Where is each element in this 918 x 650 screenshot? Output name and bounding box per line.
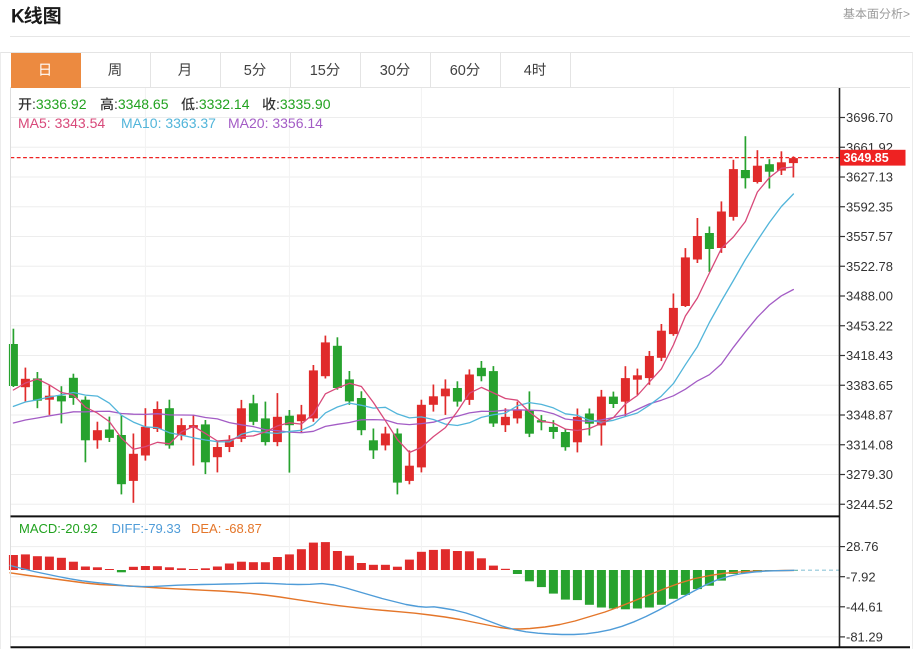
svg-text:3279.30: 3279.30 [846, 467, 893, 482]
svg-text:15: 15 [310, 63, 326, 79]
svg-text:3314.08: 3314.08 [846, 437, 893, 452]
svg-text:4: 4 [524, 63, 532, 79]
svg-text::: : [114, 96, 118, 112]
svg-text:3335.90: 3335.90 [280, 96, 331, 112]
svg-text:3418.43: 3418.43 [846, 348, 893, 363]
svg-text:MA5: 3343.54: MA5: 3343.54 [18, 115, 105, 131]
svg-text:3696.70: 3696.70 [846, 110, 893, 125]
svg-text:3348.87: 3348.87 [846, 408, 893, 423]
svg-text:60: 60 [450, 63, 466, 79]
svg-text::: : [32, 96, 36, 112]
svg-text:3383.65: 3383.65 [846, 378, 893, 393]
svg-text:MACD:-20.92: MACD:-20.92 [19, 521, 98, 536]
svg-text:3244.52: 3244.52 [846, 497, 893, 512]
svg-text:-44.61: -44.61 [846, 599, 883, 614]
svg-text:MA10: 3363.37: MA10: 3363.37 [121, 115, 216, 131]
svg-text:28.76: 28.76 [846, 539, 879, 554]
svg-text:3627.13: 3627.13 [846, 170, 893, 185]
svg-text:K: K [11, 7, 25, 28]
svg-text:3522.78: 3522.78 [846, 259, 893, 274]
svg-text:5: 5 [244, 63, 252, 79]
svg-text:3348.65: 3348.65 [118, 96, 169, 112]
svg-text:MA20: 3356.14: MA20: 3356.14 [228, 115, 323, 131]
svg-text::: : [195, 96, 199, 112]
svg-text:3453.22: 3453.22 [846, 318, 893, 333]
svg-text::: : [276, 96, 280, 112]
svg-text:>: > [903, 7, 910, 21]
svg-text:3592.35: 3592.35 [846, 199, 893, 214]
svg-text:3649.85: 3649.85 [844, 151, 889, 165]
svg-text:30: 30 [380, 63, 396, 79]
svg-text:3488.00: 3488.00 [846, 289, 893, 304]
svg-text:DEA: -68.87: DEA: -68.87 [191, 521, 262, 536]
svg-text:-7.92: -7.92 [846, 569, 876, 584]
svg-text:3332.14: 3332.14 [199, 96, 250, 112]
svg-text:3557.57: 3557.57 [846, 229, 893, 244]
svg-text:DIFF:-79.33: DIFF:-79.33 [112, 521, 181, 536]
svg-text:-81.29: -81.29 [846, 630, 883, 645]
svg-text:3336.92: 3336.92 [36, 96, 87, 112]
